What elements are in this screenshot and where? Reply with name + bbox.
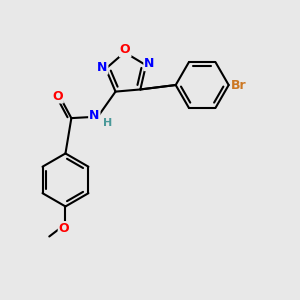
Text: O: O [120, 44, 130, 56]
Text: N: N [89, 109, 100, 122]
Text: N: N [97, 61, 107, 74]
Text: N: N [144, 57, 155, 70]
Text: Br: Br [231, 79, 247, 92]
Text: O: O [52, 89, 63, 103]
Text: H: H [103, 118, 112, 128]
Text: O: O [59, 222, 69, 235]
